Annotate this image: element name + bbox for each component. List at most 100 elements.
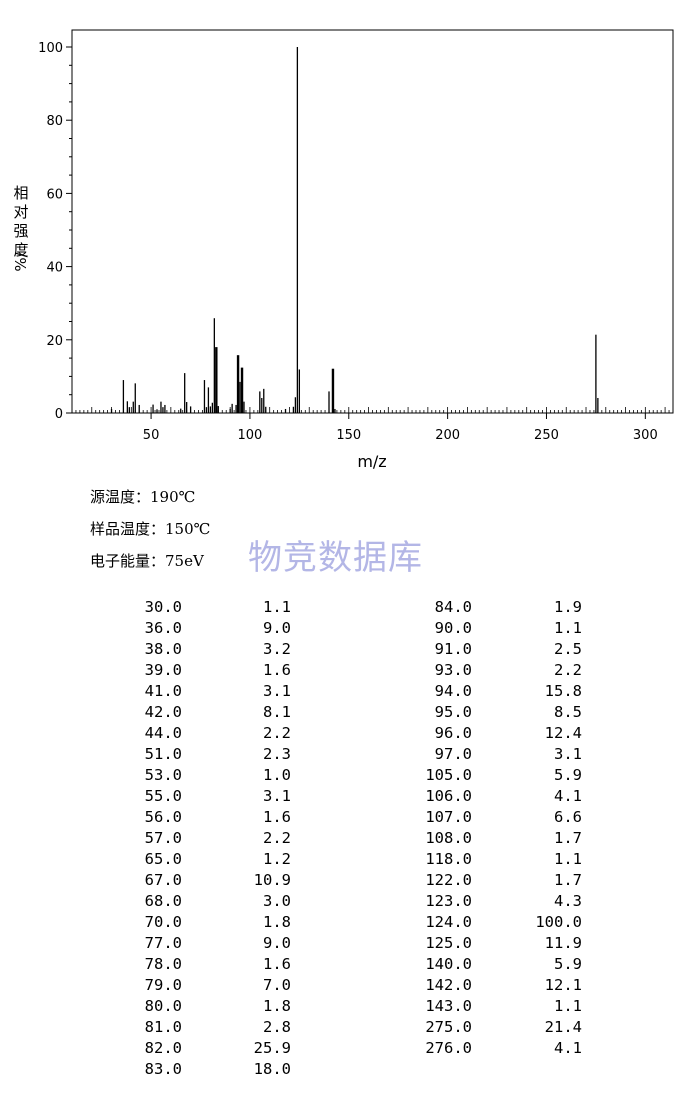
peak-row: 118.0 1.1 <box>0 850 696 871</box>
peak-intensity: 10.9 <box>253 871 291 889</box>
x-tick-label: 300 <box>633 428 658 443</box>
x-tick-label: 100 <box>238 428 263 443</box>
peak-row: 97.0 3.1 <box>0 745 696 766</box>
peak-row: 65.0 1.2 <box>0 850 696 871</box>
x-axis-ticks: 50 100 150 200 250 300 <box>143 413 658 443</box>
peak-mz: 39.0 <box>144 661 182 679</box>
peak-mz: 107.0 <box>425 808 472 826</box>
spectrum-bar <box>215 347 218 413</box>
peak-intensity: 3.1 <box>263 787 291 805</box>
peak-mz: 68.0 <box>144 892 182 910</box>
spectrum-bar <box>298 369 301 413</box>
peak-row: 68.0 3.0 <box>0 892 696 913</box>
x-tick-label: 200 <box>435 428 460 443</box>
peak-mz: 82.0 <box>144 1039 182 1057</box>
peak-row: 275.0 21.4 <box>0 1018 696 1039</box>
peak-row: 55.0 3.1 <box>0 787 696 808</box>
peak-intensity: 5.9 <box>554 766 582 784</box>
peak-mz: 57.0 <box>144 829 182 847</box>
peak-mz: 94.0 <box>434 682 472 700</box>
peak-intensity: 3.0 <box>263 892 291 910</box>
spectrum-bar <box>209 406 212 413</box>
spectrum-bar <box>261 397 263 413</box>
peak-row: 142.0 12.1 <box>0 976 696 997</box>
peak-intensity: 1.2 <box>263 850 291 868</box>
spectrum-bar <box>160 401 162 413</box>
spectrum-bar <box>138 404 140 413</box>
spectrum-bar <box>284 408 287 413</box>
peak-mz: 106.0 <box>425 787 472 805</box>
peak-row: 44.0 2.2 <box>0 724 696 745</box>
peak-intensity: 1.1 <box>263 598 291 616</box>
spectrum-bar <box>597 397 599 413</box>
peak-row: 38.0 3.2 <box>0 640 696 661</box>
peak-row: 57.0 2.2 <box>0 829 696 850</box>
spectrum-bar <box>231 403 233 413</box>
spectrum-bar <box>162 407 164 413</box>
peak-intensity: 1.6 <box>263 808 291 826</box>
peak-row: 96.0 12.4 <box>0 724 696 745</box>
peak-mz: 44.0 <box>144 724 182 742</box>
y-label-char: 度 <box>13 241 28 259</box>
peak-mz: 84.0 <box>434 598 472 616</box>
spectrum-bar <box>235 404 237 413</box>
peak-row: 78.0 1.6 <box>0 955 696 976</box>
peak-mz: 125.0 <box>425 934 472 952</box>
peak-intensity: 1.1 <box>554 850 582 868</box>
peak-mz: 56.0 <box>144 808 182 826</box>
peak-intensity: 1.6 <box>263 955 291 973</box>
peak-mz: 79.0 <box>144 976 182 994</box>
peak-intensity: 3.2 <box>263 640 291 658</box>
spectrum-bar <box>110 408 113 413</box>
spectrum-bar <box>213 318 215 413</box>
peak-mz: 65.0 <box>144 850 182 868</box>
peak-intensity: 4.1 <box>554 1039 582 1057</box>
y-label-unit: %/ <box>12 251 30 271</box>
peak-mz: 81.0 <box>144 1018 182 1036</box>
spectrum-bar <box>186 402 188 413</box>
peak-mz: 36.0 <box>144 619 182 637</box>
peak-intensity: 2.8 <box>263 1018 291 1036</box>
peak-row: 276.0 4.1 <box>0 1039 696 1060</box>
peak-intensity: 2.2 <box>554 661 582 679</box>
peak-row: 84.0 1.9 <box>0 598 696 619</box>
peak-row: 105.0 5.9 <box>0 766 696 787</box>
x-axis-label: m/z <box>357 452 386 471</box>
peak-row: 140.0 5.9 <box>0 955 696 976</box>
peak-mz: 108.0 <box>425 829 472 847</box>
spectrum-bar <box>265 406 267 413</box>
peak-row: 56.0 1.6 <box>0 808 696 829</box>
peak-row: 91.0 2.5 <box>0 640 696 661</box>
peak-intensity: 4.1 <box>554 787 582 805</box>
spectrum-bar <box>205 407 208 413</box>
peak-intensity: 2.2 <box>263 829 291 847</box>
peak-mz: 96.0 <box>434 724 472 742</box>
y-tick-label: 40 <box>46 261 63 276</box>
peak-intensity: 4.3 <box>554 892 582 910</box>
peak-intensity: 1.9 <box>554 598 582 616</box>
peak-mz: 78.0 <box>144 955 182 973</box>
spectrum-bar <box>331 368 335 413</box>
peak-intensity: 1.0 <box>263 766 291 784</box>
peak-row: 124.0 100.0 <box>0 913 696 934</box>
peak-row: 30.0 1.1 <box>0 598 696 619</box>
y-tick-label: 80 <box>46 114 63 129</box>
peak-row: 82.0 25.9 <box>0 1039 696 1060</box>
y-tick-label: 60 <box>46 187 63 202</box>
peak-mz: 276.0 <box>425 1039 472 1057</box>
peak-intensity: 1.1 <box>554 997 582 1015</box>
spectrum-bar <box>207 387 210 413</box>
peak-row: 94.0 15.8 <box>0 682 696 703</box>
peak-mz: 91.0 <box>434 640 472 658</box>
peak-mz: 275.0 <box>425 1018 472 1036</box>
peak-intensity: 2.3 <box>263 745 291 763</box>
x-minor-ticks <box>75 407 670 413</box>
peak-mz: 77.0 <box>144 934 182 952</box>
peak-row: 95.0 8.5 <box>0 703 696 724</box>
peak-row: 80.0 1.8 <box>0 997 696 1018</box>
peak-intensity: 8.5 <box>554 703 582 721</box>
peak-intensity: 5.9 <box>554 955 582 973</box>
peak-row: 41.0 3.1 <box>0 682 696 703</box>
spectrum-bar <box>263 388 265 413</box>
